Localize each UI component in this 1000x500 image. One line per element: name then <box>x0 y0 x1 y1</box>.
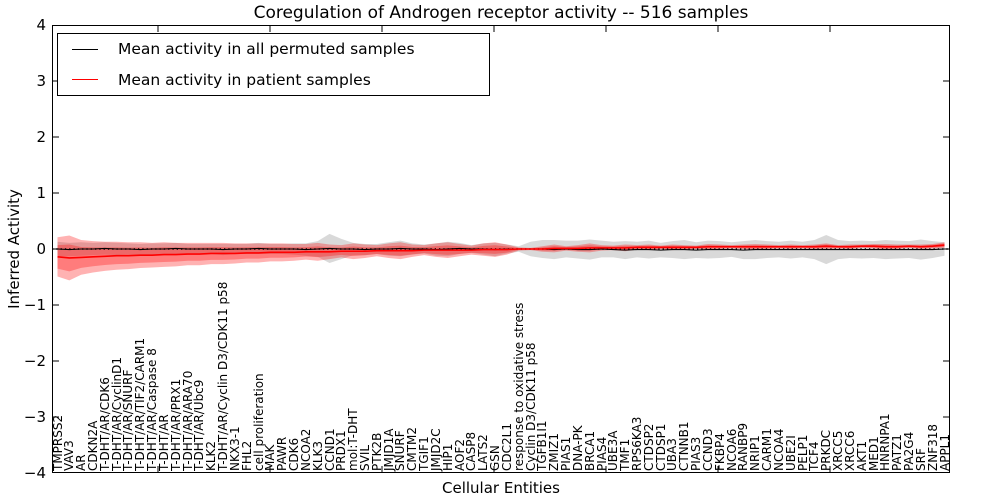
legend: Mean activity in all permuted samples Me… <box>57 33 490 96</box>
patient-std-band-inner <box>57 243 945 272</box>
legend-line-patient <box>72 79 98 81</box>
y-tick-label: 2 <box>36 128 46 146</box>
y-tick-label: 3 <box>36 72 46 90</box>
patient-mean-line <box>57 244 945 259</box>
y-tick-label: −4 <box>23 464 46 482</box>
legend-item-patient: Mean activity in patient samples <box>72 71 489 89</box>
axes-frame <box>52 25 950 473</box>
chart-canvas <box>52 25 950 473</box>
y-tick-label: 4 <box>36 16 46 34</box>
x-axis-label: Cellular Entities <box>442 479 560 497</box>
legend-item-permuted: Mean activity in all permuted samples <box>72 40 489 58</box>
legend-label-permuted: Mean activity in all permuted samples <box>118 40 415 59</box>
y-axis-label: Inferred Activity <box>5 189 23 309</box>
y-tick-label: −2 <box>23 352 46 370</box>
chart-title: Coregulation of Androgen receptor activi… <box>253 3 749 23</box>
y-tick-label: −3 <box>23 408 46 426</box>
legend-label-patient: Mean activity in patient samples <box>118 70 371 89</box>
legend-line-permuted <box>72 48 98 50</box>
